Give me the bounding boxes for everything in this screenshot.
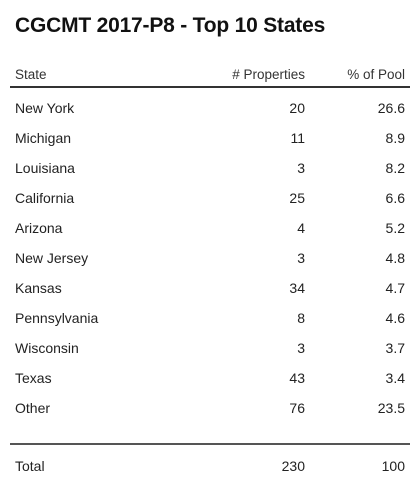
cell-state: Other	[15, 400, 51, 416]
cell-properties: 3	[297, 250, 305, 266]
cell-state: Arizona	[15, 220, 63, 236]
cell-state: Wisconsin	[15, 340, 79, 356]
table-row: Wisconsin 3 3.7	[10, 333, 410, 363]
table-row: New Jersey 3 4.8	[10, 243, 410, 273]
cell-properties: 8	[297, 310, 305, 326]
table-row: New York 20 26.6	[10, 93, 410, 123]
cell-state: New York	[15, 100, 75, 116]
cell-pool: 5.2	[385, 220, 405, 236]
table-row: Louisiana 3 8.2	[10, 153, 410, 183]
cell-state: Texas	[15, 370, 52, 386]
cell-pool: 23.5	[377, 400, 405, 416]
table-row: California 25 6.6	[10, 183, 410, 213]
cell-properties: 3	[297, 340, 305, 356]
total-pool: 100	[381, 458, 405, 474]
cell-pool: 6.6	[385, 190, 405, 206]
cell-pool: 8.9	[385, 130, 405, 146]
total-properties: 230	[281, 458, 305, 474]
cell-pool: 4.6	[385, 310, 405, 326]
cell-pool: 3.4	[385, 370, 405, 386]
total-row: Total 230 100	[10, 451, 410, 481]
table-row: Michigan 11 8.9	[10, 123, 410, 153]
cell-properties: 34	[289, 280, 305, 296]
cell-properties: 25	[289, 190, 305, 206]
table-row: Pennsylvania 8 4.6	[10, 303, 410, 333]
cell-properties: 43	[289, 370, 305, 386]
cell-state: Pennsylvania	[15, 310, 99, 326]
table-header: State # Properties % of Pool	[10, 64, 410, 88]
column-header-state: State	[15, 67, 47, 82]
column-header-pool: % of Pool	[347, 67, 405, 82]
table-row: Arizona 4 5.2	[10, 213, 410, 243]
table-row: Texas 43 3.4	[10, 363, 410, 393]
cell-pool: 4.7	[385, 280, 405, 296]
states-table: State # Properties % of Pool New York 20…	[10, 64, 410, 481]
cell-properties: 3	[297, 160, 305, 176]
cell-pool: 8.2	[385, 160, 405, 176]
cell-state: California	[15, 190, 75, 206]
total-label: Total	[15, 458, 45, 474]
cell-pool: 4.8	[385, 250, 405, 266]
total-divider	[10, 423, 410, 445]
cell-state: New Jersey	[15, 250, 89, 266]
table-body: New York 20 26.6 Michigan 11 8.9 Louisia…	[10, 88, 410, 423]
page-title: CGCMT 2017-P8 - Top 10 States	[15, 14, 326, 37]
cell-pool: 3.7	[385, 340, 405, 356]
cell-state: Michigan	[15, 130, 72, 146]
cell-properties: 20	[289, 100, 305, 116]
cell-properties: 11	[290, 130, 305, 146]
column-header-properties: # Properties	[232, 67, 305, 82]
table-row: Other 76 23.5	[10, 393, 410, 423]
cell-state: Kansas	[15, 280, 62, 296]
cell-state: Louisiana	[15, 160, 75, 176]
cell-properties: 76	[289, 400, 305, 416]
cell-pool: 26.6	[377, 100, 405, 116]
table-row: Kansas 34 4.7	[10, 273, 410, 303]
cell-properties: 4	[297, 220, 305, 236]
